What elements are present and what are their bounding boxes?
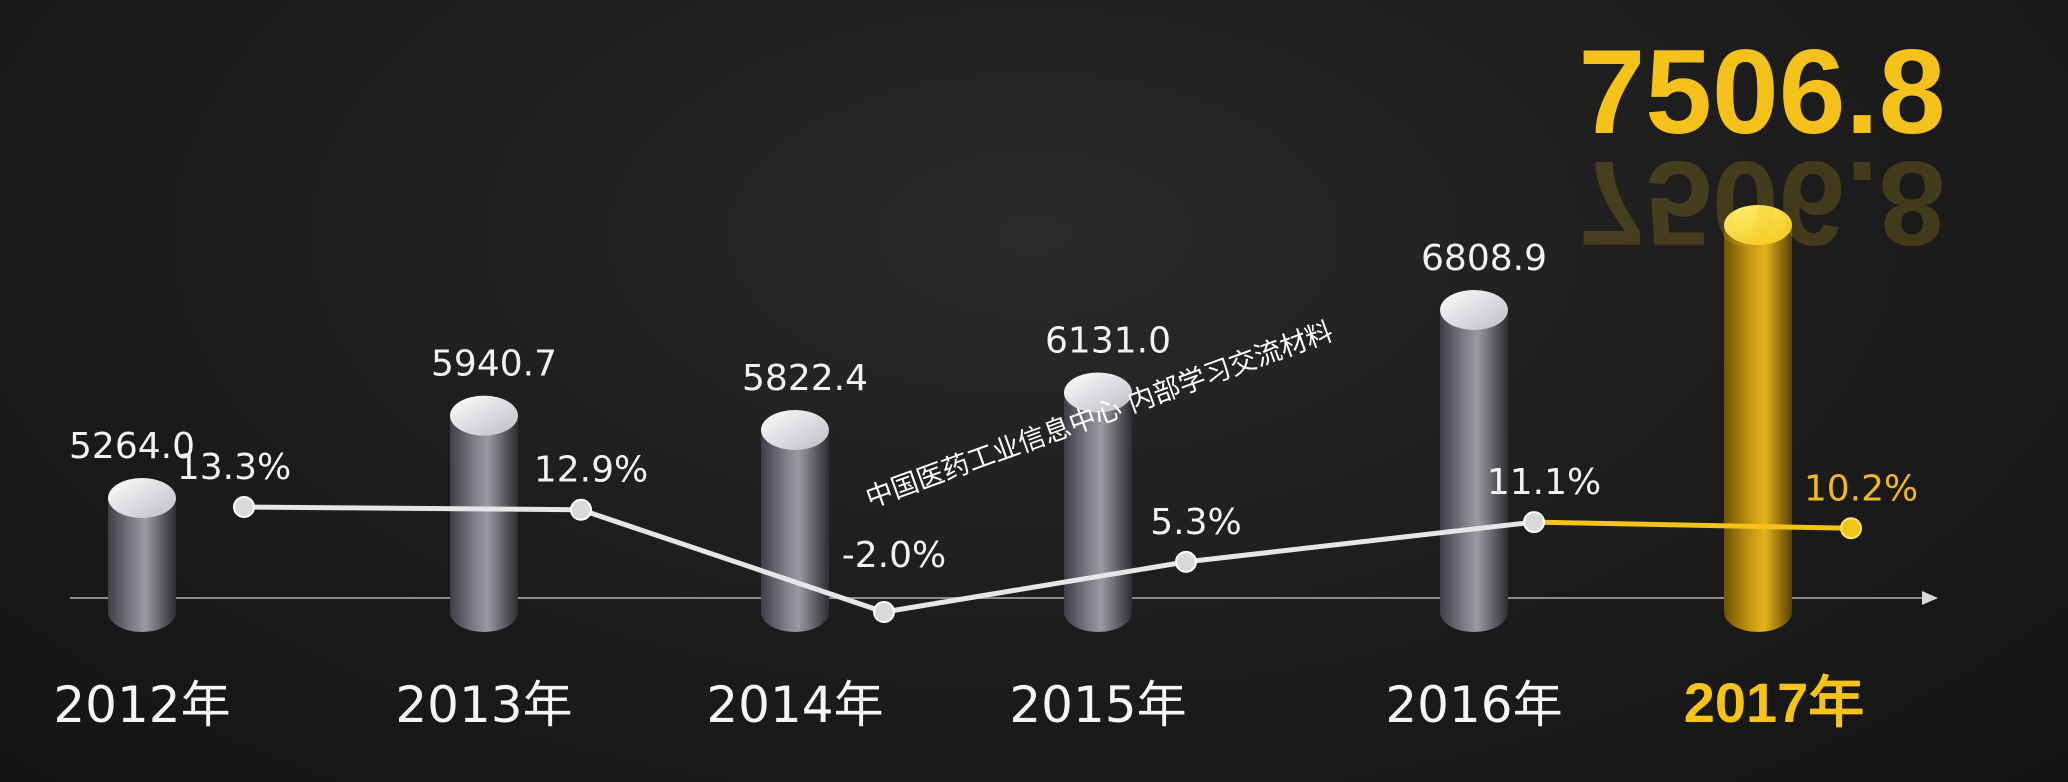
growth-point-2015年 [1175,550,1197,573]
x-axis-arrow [1922,591,1938,605]
bar-top-cap [1440,289,1508,330]
bar-2014年 [761,410,829,632]
highlight-value-reflection: 7506.8 [1578,136,1945,270]
growth-point-2013年 [570,498,592,521]
bar-2017年 [1724,205,1792,632]
growth-line-group [233,496,1862,623]
growth-point-2014年 [873,601,895,623]
bar-top-cap [761,410,829,451]
bar-top-cap [1724,205,1792,245]
labels-group: 5264.0 2012年 5940.7 2013年 5822.4 2014年 6131.0 2… [53,25,1945,734]
bar-body [1724,225,1792,632]
year-label-2015年: 2015年 [1009,676,1186,734]
value-label-2014年: 5822.4 [742,358,868,399]
bar-top-cap [450,395,518,436]
bar-body [108,498,176,632]
bar-top-cap [108,478,176,518]
year-label-2013年: 2013年 [395,676,572,734]
value-label-2012年: 5264.0 [69,426,195,467]
growth-point-2012年 [233,496,255,518]
growth-label-2015年: 5.3% [1150,502,1241,543]
growth-line-highlight [1533,519,1852,531]
year-label-2016年: 2016年 [1385,676,1562,734]
year-label-2017年: 2017年 [1684,671,1865,734]
growth-label-2016年: 11.1% [1487,462,1601,503]
bar-top-cap [1064,372,1132,413]
growth-label-2014年: -2.0% [842,535,946,576]
bar-2016年 [1440,289,1508,632]
value-label-2016年: 6808.9 [1421,238,1547,279]
growth-point-2017年 [1840,517,1862,540]
bar-body [1440,309,1508,632]
highlight-value-label: 7506.8 [1578,25,1945,159]
bar-2013年 [450,395,518,632]
value-label-2013年: 5940.7 [431,344,557,385]
bar-body [450,415,518,632]
bar-body [761,430,829,632]
growth-label-2013年: 12.9% [534,450,648,491]
growth-label-2012年: 13.3% [177,447,291,488]
growth-point-2016年 [1523,511,1545,534]
year-label-2012年: 2012年 [53,676,230,734]
bar-2012年 [108,478,176,632]
year-label-2014年: 2014年 [706,676,883,734]
growth-label-2017年: 10.2% [1804,468,1918,509]
value-label-2015年: 6131.0 [1045,320,1171,361]
